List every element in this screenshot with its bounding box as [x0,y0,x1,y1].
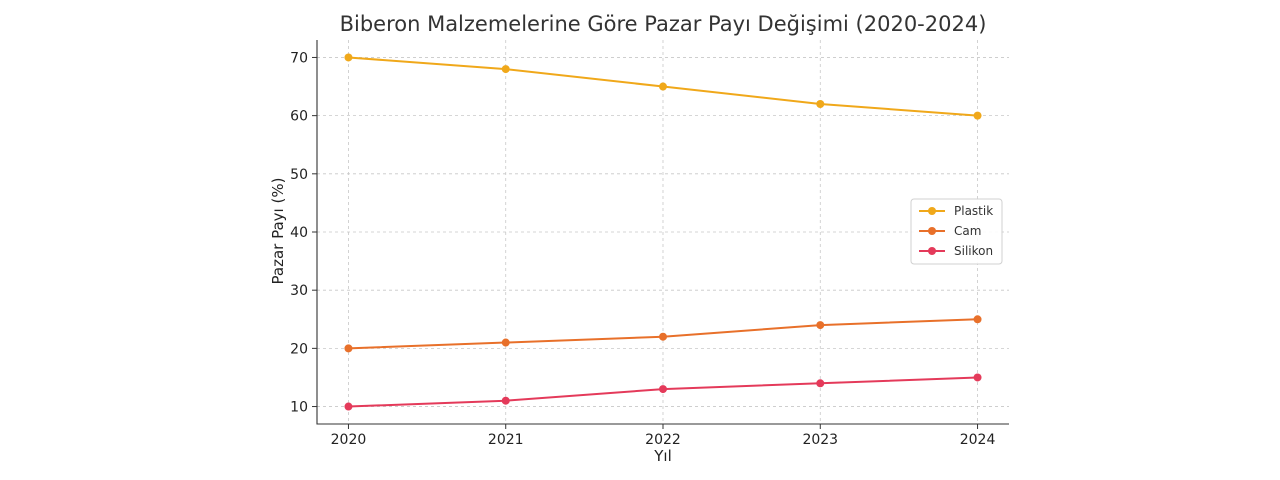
axis-spine [316,40,1009,425]
data-point [344,344,353,353]
data-point [816,100,825,108]
y-axis-label: Pazar Payı (%) [269,178,287,285]
data-point [816,321,825,330]
legend-swatch-marker [928,247,936,255]
data-point [501,396,510,405]
grid [317,40,1009,424]
data-point [659,385,667,394]
data-point [344,402,353,411]
y-tick-label: 10 [290,400,308,416]
x-tick-label: 2021 [488,432,524,448]
legend-swatch-marker [928,207,936,215]
y-tick-label: 30 [290,283,308,299]
x-tick-label: 2020 [331,432,367,448]
data-point [973,111,982,120]
legend-label: Cam [954,224,981,238]
x-tick-label: 2022 [645,432,681,448]
legend-label: Plastik [954,204,993,218]
y-tick-label: 60 [290,109,308,125]
x-tick-label: 2023 [802,432,838,448]
y-tick-label: 40 [290,225,308,241]
data-point [973,373,982,382]
x-tick-label: 2024 [960,432,996,448]
data-point [973,315,982,324]
data-point [659,332,667,341]
data-point [501,65,510,74]
legend-label: Silikon [954,244,993,258]
legend-swatch-marker [928,227,936,235]
data-point [816,379,825,388]
chart-title: Biberon Malzemelerine Göre Pazar Payı De… [340,12,987,36]
data-point [344,53,353,62]
y-tick-label: 20 [290,341,308,357]
axes: 2020 2021 2022 2023 2024 10 20 30 40 50 60 70 [290,40,1009,448]
legend: Plastik Cam Silikon [910,198,1003,265]
x-axis-label: Yıl [653,447,672,465]
y-tick-label: 50 [290,167,308,183]
data-point [501,338,510,347]
series-layer [344,53,982,411]
data-point [659,82,667,91]
y-tick-label: 70 [290,50,308,66]
